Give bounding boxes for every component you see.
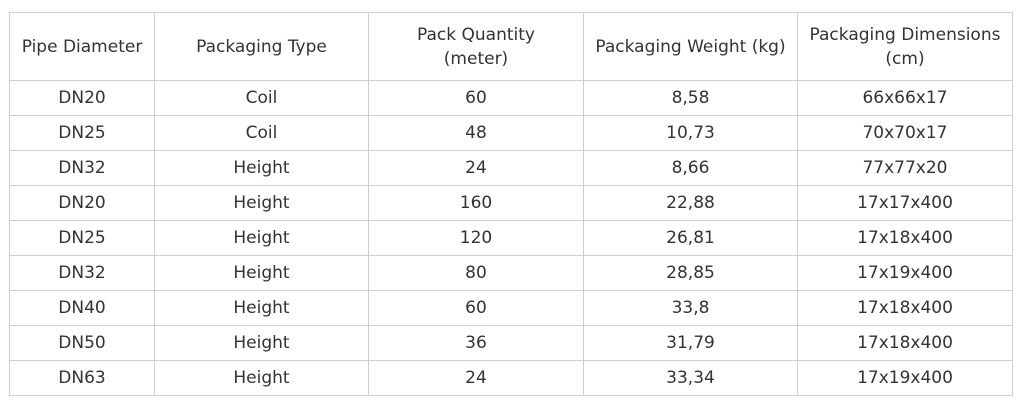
packaging-table: Pipe Diameter Packaging Type Pack Quanti… [9, 12, 1013, 396]
cell-packaging-weight: 22,88 [583, 185, 798, 221]
header-packaging-dimensions: Packaging Dimensions (cm) [797, 12, 1013, 81]
cell-pipe-diameter: DN40 [9, 290, 155, 326]
table-row: DN32 Height 24 8,66 77x77x20 [9, 150, 1013, 186]
cell-pack-quantity: 60 [368, 290, 584, 326]
cell-packaging-weight: 8,58 [583, 80, 798, 116]
cell-packaging-type: Coil [154, 115, 369, 151]
cell-packaging-weight: 8,66 [583, 150, 798, 186]
cell-packaging-dimensions: 17x19x400 [797, 360, 1013, 396]
cell-packaging-dimensions: 17x17x400 [797, 185, 1013, 221]
cell-packaging-type: Height [154, 290, 369, 326]
cell-pipe-diameter: DN20 [9, 185, 155, 221]
cell-pack-quantity: 80 [368, 255, 584, 291]
cell-packaging-dimensions: 17x18x400 [797, 290, 1013, 326]
table-row: DN20 Height 160 22,88 17x17x400 [9, 185, 1013, 221]
table-row: DN40 Height 60 33,8 17x18x400 [9, 290, 1013, 326]
cell-packaging-dimensions: 70x70x17 [797, 115, 1013, 151]
header-row: Pipe Diameter Packaging Type Pack Quanti… [9, 12, 1013, 81]
cell-packaging-weight: 31,79 [583, 325, 798, 361]
header-pack-quantity-text: Pack Quantity (meter) [417, 24, 535, 69]
packaging-table-container: Pipe Diameter Packaging Type Pack Quanti… [9, 12, 1013, 396]
cell-pack-quantity: 48 [368, 115, 584, 151]
cell-packaging-weight: 26,81 [583, 220, 798, 256]
cell-packaging-type: Height [154, 325, 369, 361]
header-packaging-type: Packaging Type [154, 12, 369, 81]
table-row: DN50 Height 36 31,79 17x18x400 [9, 325, 1013, 361]
table-row: DN32 Height 80 28,85 17x19x400 [9, 255, 1013, 291]
cell-packaging-weight: 28,85 [583, 255, 798, 291]
cell-packaging-weight: 10,73 [583, 115, 798, 151]
cell-packaging-dimensions: 66x66x17 [797, 80, 1013, 116]
cell-pack-quantity: 60 [368, 80, 584, 116]
cell-packaging-dimensions: 77x77x20 [797, 150, 1013, 186]
cell-pipe-diameter: DN32 [9, 255, 155, 291]
cell-packaging-type: Coil [154, 80, 369, 116]
cell-packaging-dimensions: 17x18x400 [797, 220, 1013, 256]
cell-pack-quantity: 36 [368, 325, 584, 361]
cell-packaging-type: Height [154, 360, 369, 396]
cell-packaging-type: Height [154, 255, 369, 291]
table-body: DN20 Coil 60 8,58 66x66x17 DN25 Coil 48 … [9, 80, 1013, 396]
table-row: DN25 Coil 48 10,73 70x70x17 [9, 115, 1013, 151]
cell-packaging-weight: 33,34 [583, 360, 798, 396]
cell-pipe-diameter: DN50 [9, 325, 155, 361]
cell-packaging-type: Height [154, 220, 369, 256]
header-pack-quantity: Pack Quantity (meter) [368, 12, 584, 81]
cell-pipe-diameter: DN32 [9, 150, 155, 186]
cell-packaging-dimensions: 17x18x400 [797, 325, 1013, 361]
cell-packaging-weight: 33,8 [583, 290, 798, 326]
cell-pipe-diameter: DN25 [9, 115, 155, 151]
table-row: DN25 Height 120 26,81 17x18x400 [9, 220, 1013, 256]
cell-packaging-type: Height [154, 185, 369, 221]
table-row: DN20 Coil 60 8,58 66x66x17 [9, 80, 1013, 116]
cell-pipe-diameter: DN25 [9, 220, 155, 256]
cell-pack-quantity: 24 [368, 150, 584, 186]
header-packaging-weight: Packaging Weight (kg) [583, 12, 798, 81]
header-packaging-dimensions-text: Packaging Dimensions (cm) [809, 24, 1001, 69]
cell-packaging-type: Height [154, 150, 369, 186]
cell-packaging-dimensions: 17x19x400 [797, 255, 1013, 291]
cell-pack-quantity: 160 [368, 185, 584, 221]
cell-pipe-diameter: DN63 [9, 360, 155, 396]
table-header: Pipe Diameter Packaging Type Pack Quanti… [9, 12, 1013, 81]
cell-pack-quantity: 24 [368, 360, 584, 396]
table-row: DN63 Height 24 33,34 17x19x400 [9, 360, 1013, 396]
header-pipe-diameter: Pipe Diameter [9, 12, 155, 81]
cell-pipe-diameter: DN20 [9, 80, 155, 116]
cell-pack-quantity: 120 [368, 220, 584, 256]
